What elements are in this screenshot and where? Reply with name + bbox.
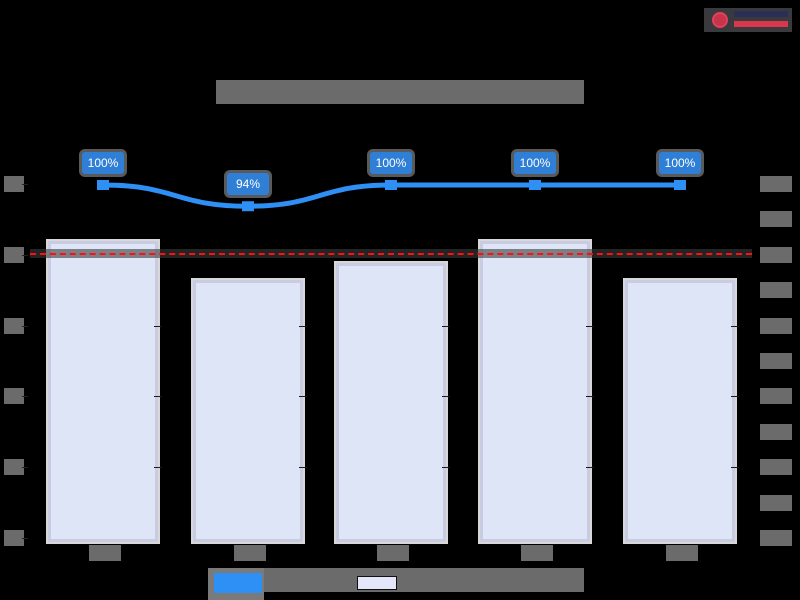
bar xyxy=(48,240,158,542)
right-tick-label xyxy=(760,353,792,369)
left-tick-label xyxy=(4,317,24,334)
left-tick-label xyxy=(4,176,24,192)
line-point xyxy=(385,180,397,190)
bar-gridtick xyxy=(442,467,450,469)
bar xyxy=(480,240,590,542)
x-tick-label xyxy=(666,545,698,561)
left-tick-mark xyxy=(22,467,28,469)
right-tick-label xyxy=(760,211,792,228)
bar-gridtick xyxy=(731,396,739,398)
legend-bar-swatch xyxy=(357,576,397,590)
line-point xyxy=(242,201,254,212)
left-tick-mark xyxy=(22,254,28,256)
right-tick-label xyxy=(760,246,792,263)
bar xyxy=(193,280,303,542)
left-tick-label xyxy=(4,459,24,476)
x-tick-label xyxy=(234,545,266,561)
left-tick-mark xyxy=(22,396,28,398)
data-label: 100% xyxy=(370,152,412,174)
right-tick-label xyxy=(760,388,792,405)
data-label: 100% xyxy=(514,152,556,174)
line-point xyxy=(674,180,686,190)
bar-gridtick xyxy=(299,325,307,327)
left-tick-label xyxy=(4,388,24,405)
bar-gridtick xyxy=(586,467,594,469)
bar-gridtick xyxy=(299,396,307,398)
left-tick-mark xyxy=(22,538,28,539)
bar-gridtick xyxy=(154,396,162,398)
right-tick-label xyxy=(760,530,792,546)
chart-title-redacted xyxy=(216,80,584,104)
bar-gridtick xyxy=(299,467,307,469)
right-tick-label xyxy=(760,176,792,192)
bar xyxy=(625,280,735,542)
logo-wordmark-top xyxy=(734,11,788,17)
right-tick-label xyxy=(760,282,792,299)
x-tick-label xyxy=(377,545,409,561)
logo-wordmark-bottom xyxy=(734,21,788,27)
bar-gridtick xyxy=(154,467,162,469)
bar xyxy=(336,263,446,542)
line-point xyxy=(529,180,541,190)
data-label: 100% xyxy=(82,152,124,174)
left-tick-mark xyxy=(22,184,28,185)
right-tick-label xyxy=(760,494,792,511)
left-tick-label xyxy=(4,246,24,263)
bar-gridtick xyxy=(442,325,450,327)
data-label: 94% xyxy=(227,173,269,196)
legend-line-swatch xyxy=(214,573,262,593)
bar-gridtick xyxy=(731,325,739,327)
x-tick-label xyxy=(89,545,121,561)
left-tick-label xyxy=(4,530,24,546)
globe-icon xyxy=(712,12,728,28)
right-tick-label xyxy=(760,317,792,334)
right-tick-label xyxy=(760,423,792,440)
left-tick-mark xyxy=(22,325,28,327)
data-label: 100% xyxy=(659,152,701,174)
bar-gridtick xyxy=(731,467,739,469)
bar-gridtick xyxy=(154,325,162,327)
bar-gridtick xyxy=(586,325,594,327)
bar-gridtick xyxy=(586,396,594,398)
right-tick-label xyxy=(760,459,792,476)
x-tick-label xyxy=(521,545,553,561)
target-reference-line xyxy=(30,253,752,255)
bar-gridtick xyxy=(442,396,450,398)
line-point xyxy=(97,180,109,190)
